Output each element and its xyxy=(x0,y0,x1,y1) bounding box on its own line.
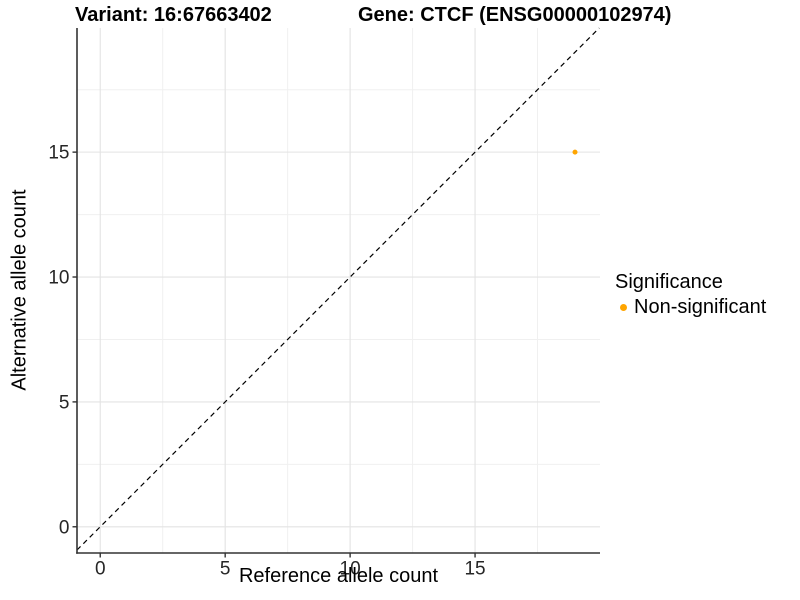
legend-item-label: Non-significant xyxy=(634,296,767,318)
y-tick-label: 10 xyxy=(48,268,69,289)
data-point xyxy=(572,149,578,155)
legend-title: Significance xyxy=(615,271,723,293)
gene-title: Gene: CTCF (ENSG00000102974) xyxy=(358,4,672,26)
y-axis-title: Alternative allele count xyxy=(8,189,31,391)
identity-line xyxy=(76,27,600,551)
x-axis-title: Reference allele count xyxy=(238,565,438,587)
x-tick-label: 10 xyxy=(340,559,361,580)
y-tick-label: 5 xyxy=(59,392,70,413)
y-tick-label: 0 xyxy=(59,517,70,538)
legend-items: Non-significant xyxy=(615,296,766,318)
legend-key-dot xyxy=(620,303,627,311)
variant-title: Variant: 16:67663402 xyxy=(75,4,272,26)
legend: Significance Non-significant xyxy=(615,271,766,318)
x-tick-label: 0 xyxy=(95,559,106,580)
x-tick-label: 5 xyxy=(220,559,231,580)
legend-item: Non-significant xyxy=(615,296,766,318)
y-tick-label: 15 xyxy=(48,143,69,164)
x-tick-label: 15 xyxy=(464,559,485,580)
